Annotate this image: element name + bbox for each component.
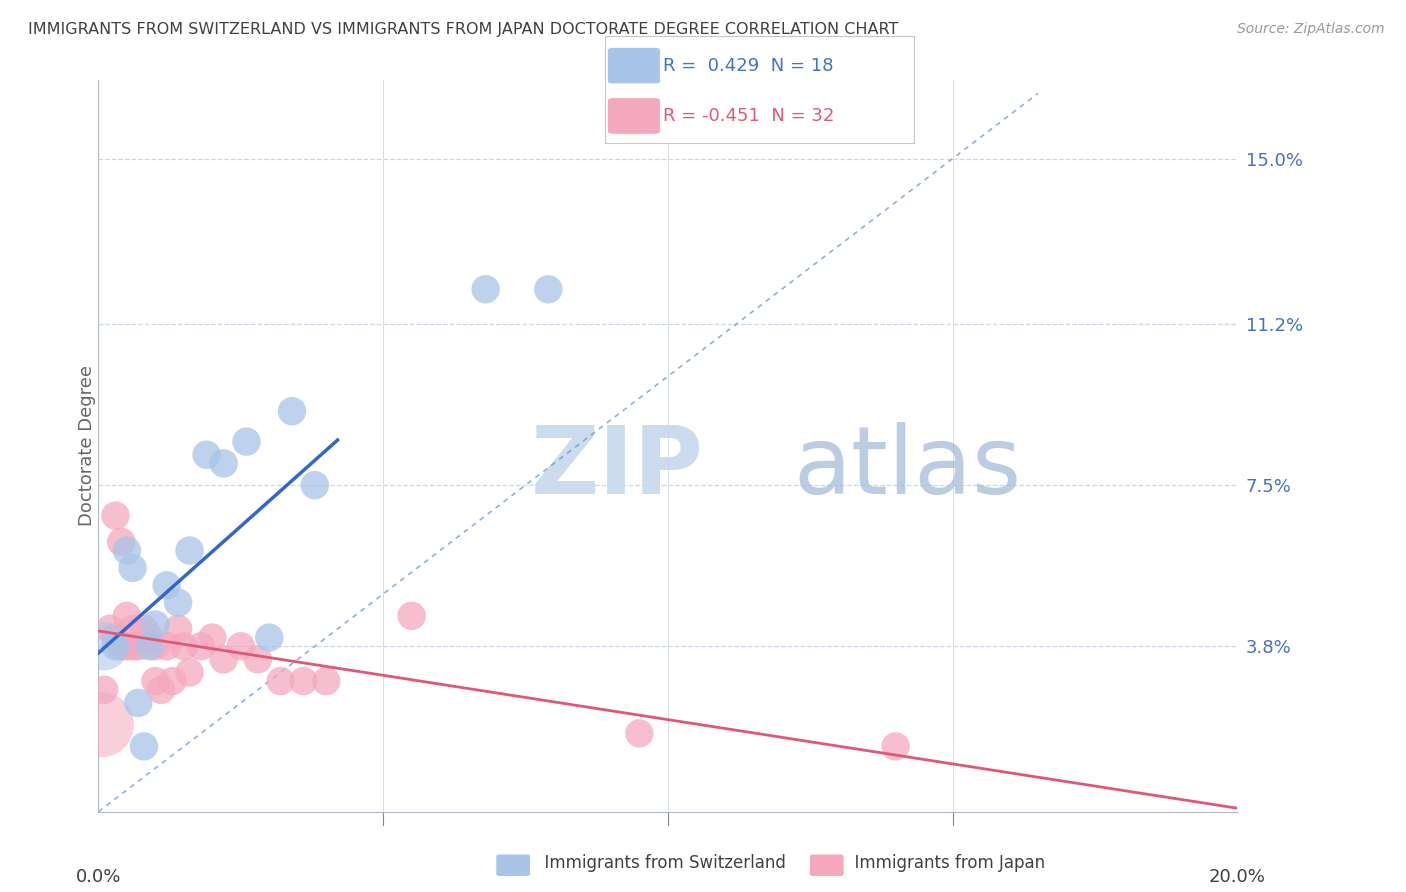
Point xyxy=(156,640,179,654)
Text: Immigrants from Switzerland: Immigrants from Switzerland xyxy=(534,855,786,872)
Point xyxy=(145,617,167,632)
Point xyxy=(259,631,281,645)
Point xyxy=(173,640,195,654)
Point xyxy=(179,543,201,558)
Point xyxy=(235,434,257,449)
Text: Immigrants from Japan: Immigrants from Japan xyxy=(844,855,1045,872)
Point xyxy=(115,608,138,623)
Point xyxy=(110,640,132,654)
Text: IMMIGRANTS FROM SWITZERLAND VS IMMIGRANTS FROM JAPAN DOCTORATE DEGREE CORRELATIO: IMMIGRANTS FROM SWITZERLAND VS IMMIGRANT… xyxy=(28,22,898,37)
Point xyxy=(167,622,190,636)
Point xyxy=(884,739,907,754)
Point xyxy=(304,478,326,492)
Point xyxy=(93,640,115,654)
Point xyxy=(167,596,190,610)
Point xyxy=(212,652,235,666)
Point xyxy=(292,674,315,689)
Text: ZIP: ZIP xyxy=(531,422,704,514)
Point xyxy=(121,561,143,575)
Point xyxy=(270,674,292,689)
Point xyxy=(145,674,167,689)
Point xyxy=(93,682,115,697)
Point xyxy=(246,652,269,666)
Point xyxy=(132,622,155,636)
Point xyxy=(201,631,224,645)
Point xyxy=(98,622,121,636)
Point xyxy=(121,640,143,654)
Point xyxy=(138,640,160,654)
Text: atlas: atlas xyxy=(793,422,1021,514)
Point xyxy=(195,448,218,462)
FancyBboxPatch shape xyxy=(607,98,661,134)
Point xyxy=(110,534,132,549)
Point xyxy=(121,622,143,636)
Point xyxy=(190,640,212,654)
Y-axis label: Doctorate Degree: Doctorate Degree xyxy=(79,366,96,526)
Point xyxy=(150,682,173,697)
Point xyxy=(628,726,651,740)
Text: 20.0%: 20.0% xyxy=(1209,868,1265,887)
Point xyxy=(90,717,112,731)
Point xyxy=(115,640,138,654)
Point xyxy=(229,640,252,654)
Point xyxy=(156,578,179,592)
Point xyxy=(281,404,304,418)
Point xyxy=(104,640,127,654)
Text: R =  0.429  N = 18: R = 0.429 N = 18 xyxy=(664,57,834,75)
Text: Source: ZipAtlas.com: Source: ZipAtlas.com xyxy=(1237,22,1385,37)
Point xyxy=(115,543,138,558)
Point xyxy=(179,665,201,680)
Point xyxy=(401,608,423,623)
Point xyxy=(315,674,337,689)
Point xyxy=(212,457,235,471)
Text: R = -0.451  N = 32: R = -0.451 N = 32 xyxy=(664,107,835,125)
Point xyxy=(127,640,149,654)
Point xyxy=(138,631,160,645)
Point xyxy=(474,282,496,296)
Point xyxy=(104,631,127,645)
Point xyxy=(127,696,149,710)
Point xyxy=(162,674,184,689)
Point xyxy=(132,739,155,754)
FancyBboxPatch shape xyxy=(607,47,661,84)
Point xyxy=(537,282,560,296)
Point xyxy=(104,508,127,523)
Text: 0.0%: 0.0% xyxy=(76,868,121,887)
Point xyxy=(145,640,167,654)
